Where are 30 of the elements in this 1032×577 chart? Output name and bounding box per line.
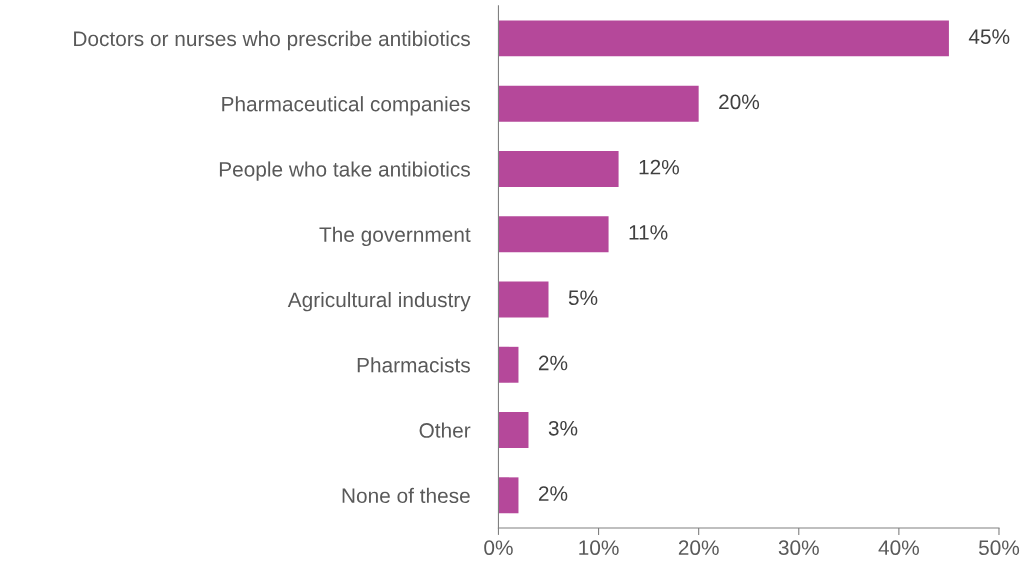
y-tick-label: People who take antibiotics [219,161,470,181]
y-tick-label: Agricultural industry [287,291,471,312]
bar [498,281,549,318]
data-label: 12% [639,159,679,175]
bar [498,346,519,383]
data-label: 5% [568,290,598,306]
y-tick-label: Other [419,422,471,438]
x-tick-label: 50% [978,540,1020,556]
data-label: 2% [538,486,568,501]
bar [498,20,949,57]
y-tick-label: Pharmaceutical companies [222,96,470,116]
x-tick-label: 10% [579,540,619,556]
bar [498,216,609,253]
bar [498,85,699,122]
y-tick-label: Doctors or nurses who prescribe antibiotics [74,30,470,51]
bar [498,151,619,187]
data-label: 3% [548,420,578,436]
data-label: 20% [719,94,760,110]
bar [498,477,519,514]
x-tick-label: 20% [678,540,719,556]
bar [498,412,529,448]
x-tick-label: 0% [484,540,513,556]
x-tick-label: 30% [778,540,819,556]
x-tick-label: 40% [878,540,919,556]
data-label: 11% [629,225,668,240]
y-tick-label: None of these [342,487,470,504]
y-tick-label: The government [319,226,471,247]
data-label: 2% [538,355,568,371]
data-label: 45% [968,29,1010,44]
y-tick-label: Pharmacists [357,357,470,373]
